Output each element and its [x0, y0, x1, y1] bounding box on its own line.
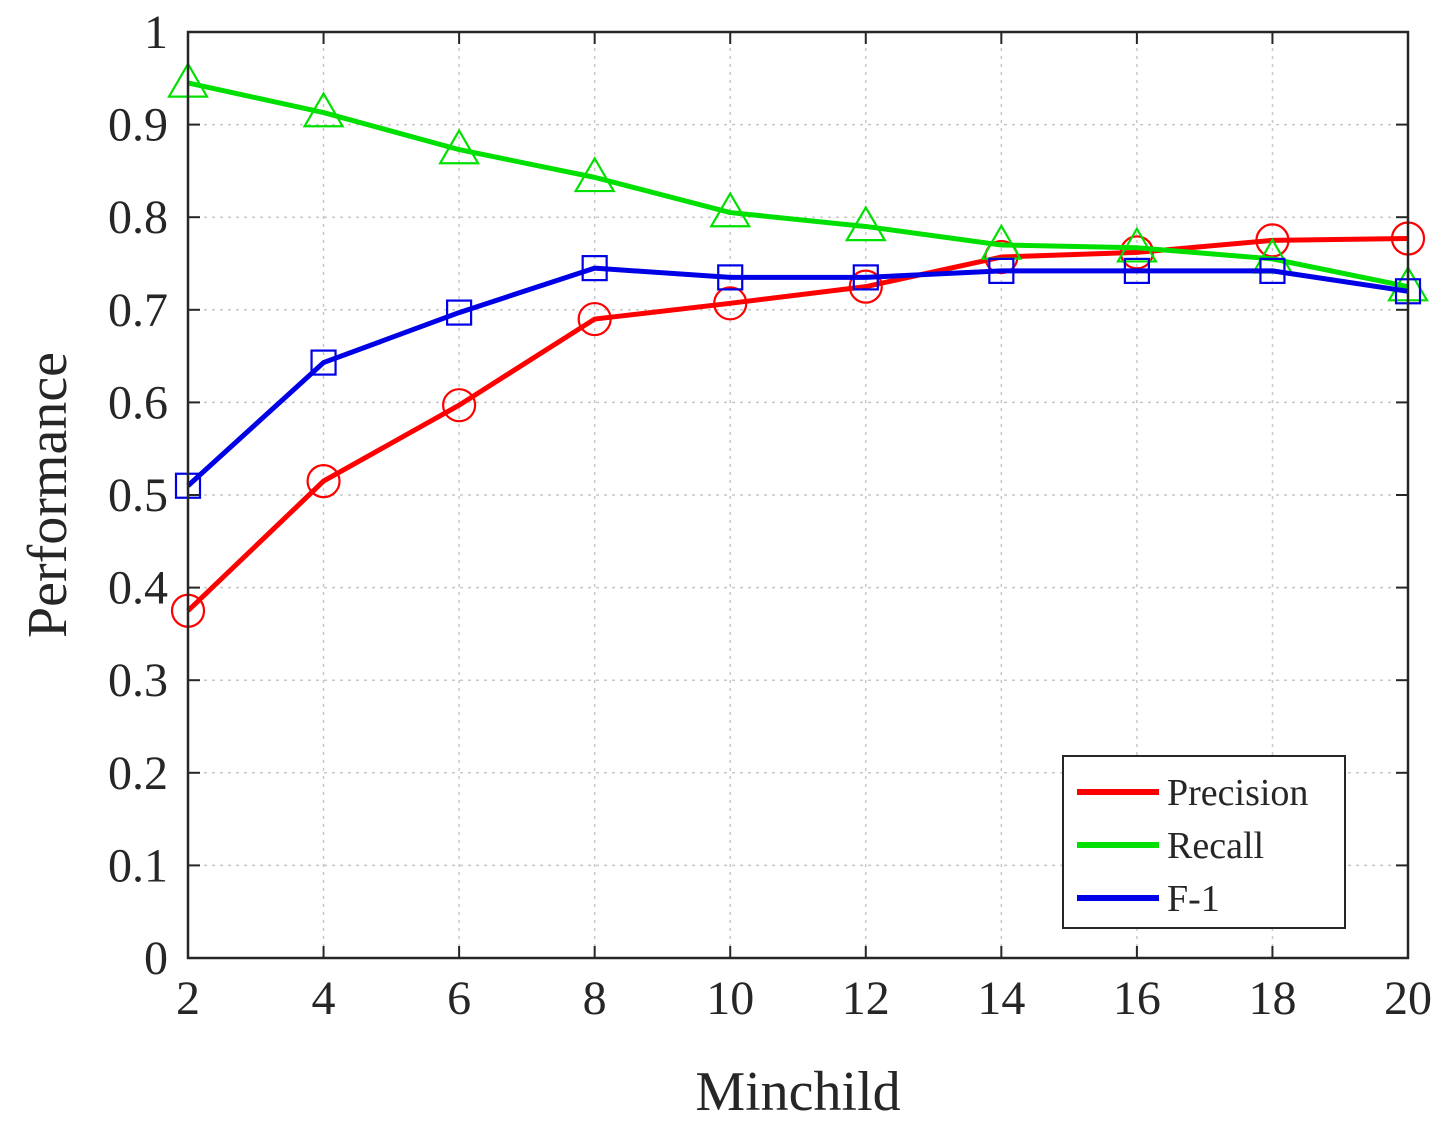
- legend-label-precision: Precision: [1167, 772, 1308, 814]
- series-line-recall: [187, 80, 1409, 290]
- data-point-f-1: [1259, 257, 1286, 285]
- y-tick-label: 0.6: [108, 376, 168, 429]
- legend-label-f-1: F-1: [1167, 878, 1220, 920]
- data-point-f-1: [852, 264, 879, 291]
- legend: Precision Recall F-1: [1062, 755, 1346, 929]
- x-tick-label: 12: [842, 972, 890, 1025]
- y-tick-label: 0.4: [108, 562, 168, 615]
- data-point-f-1: [717, 264, 744, 291]
- data-point-recall: [1115, 226, 1158, 263]
- data-point-f-1: [446, 299, 473, 326]
- y-tick-label: 0.5: [108, 469, 168, 522]
- x-tick-label: 4: [312, 972, 336, 1025]
- data-point-precision: [713, 286, 748, 321]
- y-tick-label: 0.9: [108, 99, 168, 152]
- x-tick-label: 18: [1248, 972, 1296, 1025]
- data-point-precision: [848, 269, 883, 304]
- y-tick-label: 0.1: [108, 839, 168, 892]
- data-point-recall: [709, 191, 752, 228]
- y-tick-label: 0.8: [108, 191, 168, 244]
- y-tick-label: 0.3: [108, 654, 168, 707]
- legend-label-recall: Recall: [1167, 825, 1264, 867]
- y-tick-label: 0.7: [108, 284, 168, 337]
- series-line-precision: [186, 235, 1409, 613]
- series-line-f-1: [186, 265, 1409, 488]
- data-point-f-1: [581, 255, 608, 282]
- x-tick-label: 8: [583, 972, 607, 1025]
- data-point-f-1: [988, 257, 1015, 285]
- x-axis-title: Minchild: [695, 1061, 900, 1123]
- x-tick-label: 16: [1113, 972, 1161, 1025]
- x-tick-label: 20: [1384, 972, 1432, 1025]
- legend-item-f-1: F-1: [1077, 878, 1220, 920]
- data-point-recall: [844, 205, 887, 242]
- data-point-precision: [306, 464, 341, 499]
- data-point-f-1: [1123, 257, 1150, 285]
- data-point-f-1: [310, 349, 337, 376]
- legend-item-recall: Recall: [1077, 825, 1264, 867]
- y-tick-label: 0.2: [108, 747, 168, 800]
- series-f-1: [174, 255, 1422, 499]
- legend-item-precision: Precision: [1077, 772, 1308, 814]
- data-point-recall: [573, 156, 616, 193]
- x-tick-label: 6: [447, 972, 471, 1025]
- data-point-precision: [577, 301, 612, 337]
- data-point-precision: [442, 388, 477, 423]
- data-point-precision: [1119, 235, 1154, 270]
- tick-labels: 00.10.20.30.40.50.60.70.80.912 4 6 8 10 12 14 1…: [108, 6, 1432, 1025]
- x-tick-label: 10: [706, 972, 754, 1025]
- x-tick-label: 2: [176, 972, 200, 1025]
- y-axis-title: Performance: [17, 352, 79, 638]
- y-tick-label: 1: [144, 6, 168, 59]
- data-point-recall: [302, 91, 345, 128]
- y-tick-label: 0: [144, 932, 168, 985]
- data-point-precision: [1255, 223, 1290, 258]
- x-tick-label: 14: [977, 972, 1025, 1025]
- axis-ticks: [187, 31, 1409, 959]
- data-point-recall: [438, 128, 481, 165]
